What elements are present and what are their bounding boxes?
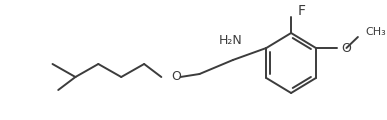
Text: CH₃: CH₃ [366,27,386,37]
Text: H₂N: H₂N [219,34,243,47]
Text: O: O [342,42,351,54]
Text: F: F [298,4,306,18]
Text: O: O [172,71,182,84]
